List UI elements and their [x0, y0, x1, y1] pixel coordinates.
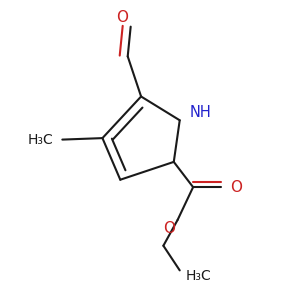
Text: H₃C: H₃C — [28, 133, 53, 147]
Text: NH: NH — [190, 105, 212, 120]
Text: O: O — [163, 221, 175, 236]
Text: O: O — [116, 10, 128, 25]
Text: H₃C: H₃C — [186, 269, 211, 283]
Text: O: O — [230, 180, 242, 195]
